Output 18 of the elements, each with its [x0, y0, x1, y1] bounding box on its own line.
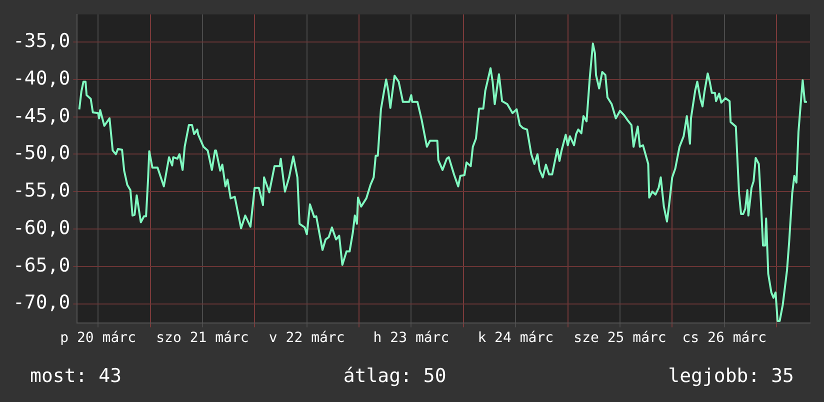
y-tick-label: -65,0: [12, 254, 70, 276]
text: most: 43: [30, 365, 122, 387]
y-tick-label: -45,0: [12, 104, 70, 127]
y-tick-label: -50,0: [12, 142, 70, 164]
x-tick-label: p 20 márc: [60, 330, 136, 346]
x-tick-label: h 23 márc: [373, 330, 450, 346]
y-tick-label: -35,0: [12, 30, 70, 52]
y-tick-label: -60,0: [12, 216, 70, 239]
x-tick-label: cs 26 márc: [682, 330, 767, 346]
text: átlag: 50: [343, 365, 446, 387]
y-tick-label: -40,0: [12, 67, 70, 90]
y-tick-label: -55,0: [12, 180, 70, 202]
x-tick-label: szo 21 márc: [156, 330, 249, 346]
y-tick-label: -70,0: [12, 292, 70, 314]
text: legjobb: 35: [668, 365, 794, 387]
x-tick-label: k 24 márc: [478, 330, 554, 346]
x-tick-label: v 22 márc: [268, 330, 345, 346]
x-tick-label: sze 25 márc: [574, 330, 666, 346]
